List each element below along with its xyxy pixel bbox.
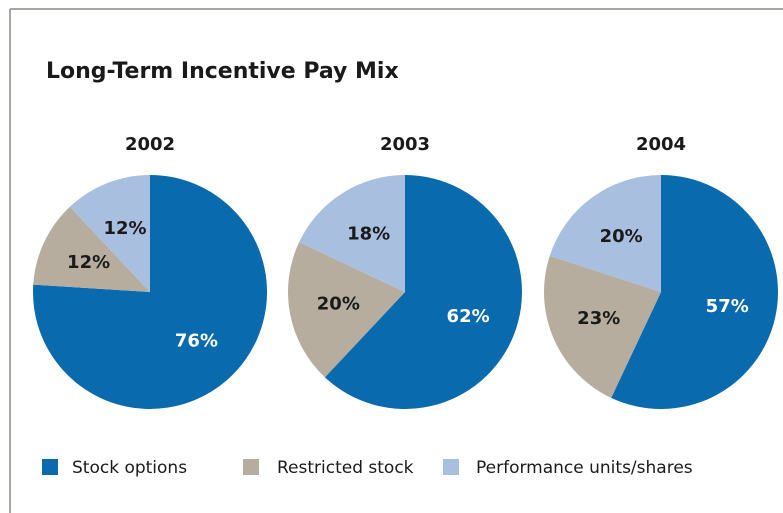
pie-slice <box>324 175 523 410</box>
legend-label: Stock options <box>72 458 187 478</box>
chart-title: Long-Term Incentive Pay Mix <box>46 59 399 84</box>
pie-slice <box>549 175 661 292</box>
data-label: 12% <box>67 252 110 273</box>
data-label: 12% <box>103 218 146 239</box>
data-label: 23% <box>577 308 620 329</box>
pie-slice <box>69 175 150 292</box>
pie-slice <box>33 206 150 292</box>
data-label: 18% <box>347 224 390 245</box>
legend-swatch <box>443 459 459 475</box>
legend-label: Performance units/shares <box>476 458 693 478</box>
data-label: 62% <box>447 306 490 327</box>
data-label: 57% <box>706 296 749 317</box>
pie-slice <box>299 175 405 292</box>
pie-title: 2003 <box>380 134 430 155</box>
legend-swatch <box>243 459 259 475</box>
pie-slice <box>544 255 661 398</box>
data-label: 76% <box>175 330 218 351</box>
pie-slice <box>611 175 778 409</box>
data-label: 20% <box>600 226 643 247</box>
data-label: 20% <box>317 294 360 315</box>
pie-title: 2002 <box>125 134 175 155</box>
pie-slice <box>288 242 405 378</box>
legend-label: Restricted stock <box>277 458 414 478</box>
pie-title: 2004 <box>636 134 686 155</box>
legend-swatch <box>42 459 58 475</box>
